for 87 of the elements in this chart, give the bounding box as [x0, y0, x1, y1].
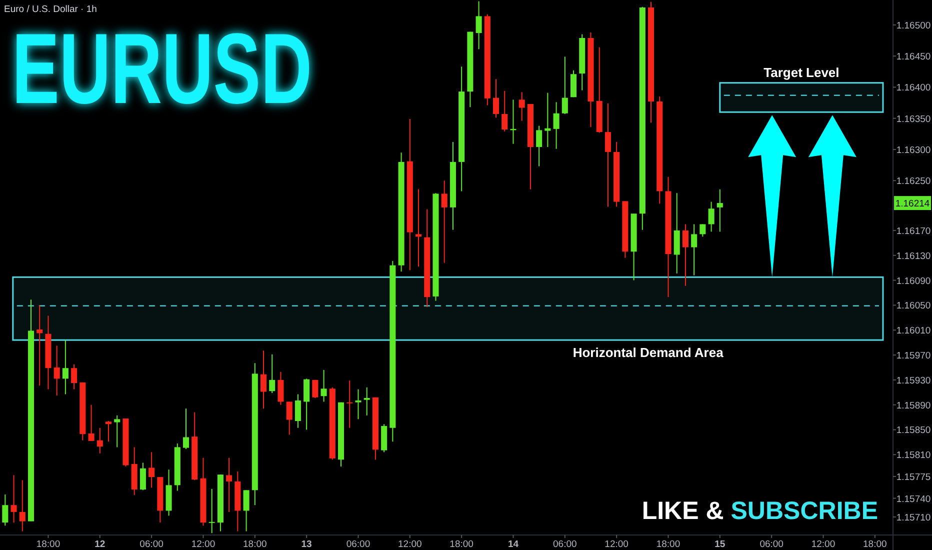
candlestick — [708, 201, 714, 232]
candlestick — [10, 474, 17, 524]
candlestick — [346, 380, 353, 428]
chart-subtitle: Euro / U.S. Dollar · 1h — [4, 4, 97, 15]
candlestick — [36, 304, 43, 386]
candlestick — [19, 480, 26, 532]
y-tick-label: 1.15740 — [896, 494, 931, 505]
candlestick — [493, 78, 500, 118]
y-tick-label: 1.15930 — [896, 375, 931, 386]
candlestick — [182, 408, 190, 450]
candlestick — [716, 188, 723, 232]
x-tick-label: 12:00 — [191, 539, 216, 550]
candlestick — [226, 457, 232, 512]
y-tick-label: 1.15810 — [896, 450, 931, 462]
y-tick-label: 1.16400 — [896, 82, 931, 94]
x-tick-label: 14 — [508, 539, 520, 550]
y-tick-label: 1.15890 — [896, 400, 931, 412]
y-tick-label: 1.16300 — [896, 144, 931, 156]
candlestick — [208, 488, 215, 534]
candlestick — [476, 0, 482, 50]
candlestick — [355, 388, 362, 420]
candlestick — [320, 369, 327, 402]
candlestick — [604, 102, 611, 208]
candlestick — [553, 102, 560, 150]
x-tick-label: 06:00 — [346, 539, 370, 550]
candlestick — [562, 56, 568, 114]
x-tick-label: 12 — [94, 539, 106, 550]
y-tick-label: 1.16500 — [896, 20, 931, 32]
x-tick-label: 18:00 — [656, 539, 680, 550]
candlestick — [148, 452, 155, 488]
y-tick-label: 1.16130 — [896, 250, 931, 262]
y-tick-label: 1.15710 — [896, 512, 931, 524]
text: 1.16214 — [895, 198, 930, 210]
candlestick — [294, 394, 301, 428]
band-label: Horizontal Demand Area — [572, 345, 724, 360]
candlestick — [54, 345, 60, 396]
x-tick-label: 18:00 — [450, 539, 474, 550]
y-tick-label: 1.16170 — [896, 226, 931, 237]
candlestick — [441, 180, 448, 264]
x-tick-label: 18:00 — [863, 539, 887, 550]
candlestick — [114, 414, 120, 448]
candlestick — [62, 340, 68, 395]
candlestick — [682, 224, 688, 286]
y-tick-label: 1.16090 — [896, 276, 931, 287]
annotation: LIKE & SUBSCRIBE — [642, 497, 878, 525]
candlestick — [312, 379, 318, 398]
candlestick — [304, 378, 310, 430]
candlestick — [260, 350, 267, 410]
y-tick-label: 1.16450 — [896, 52, 931, 63]
chart-title: EURUSD — [12, 13, 434, 125]
candlestick — [88, 404, 94, 442]
candlestick — [518, 92, 525, 122]
candlestick — [502, 90, 508, 132]
x-tick-label: 06:00 — [760, 539, 784, 550]
candlestick — [536, 125, 542, 167]
y-tick-label: 1.15970 — [896, 350, 931, 362]
x-tick-label: 06:00 — [140, 539, 164, 550]
candlestick — [364, 386, 370, 416]
candlestick — [2, 494, 8, 526]
y-tick-label: 1.16250 — [896, 176, 931, 188]
y-tick-label: 1.16050 — [896, 300, 931, 312]
x-tick-label: 06:00 — [553, 539, 577, 550]
candlestick — [286, 401, 292, 436]
x-tick-label: 18:00 — [36, 539, 60, 550]
candlestick — [71, 364, 78, 390]
x-tick-label: 12:00 — [604, 539, 628, 550]
x-tick-label: 15 — [714, 539, 726, 550]
y-tick-label: 1.15850 — [896, 425, 931, 436]
y-tick-label: 1.16010 — [896, 326, 931, 337]
candlestick — [416, 188, 422, 268]
candlestick — [105, 420, 112, 442]
x-tick-label: 12:00 — [398, 539, 422, 550]
y-tick-label: 1.16350 — [896, 114, 931, 125]
y-tick-label: 1.15775 — [896, 472, 931, 483]
band-label: Target Level — [764, 64, 840, 80]
candlestick — [243, 490, 250, 532]
candlestick — [700, 224, 706, 238]
candlestick — [96, 427, 103, 454]
candlestick — [269, 354, 276, 394]
x-tick-label: 18:00 — [243, 539, 267, 550]
x-tick-label: 13 — [301, 539, 312, 550]
candlestick — [570, 70, 577, 98]
candlestick — [691, 224, 698, 276]
candlestick — [140, 462, 146, 491]
x-tick-label: 12:00 — [811, 539, 836, 550]
candlestick — [278, 371, 284, 406]
candlestick — [544, 92, 551, 148]
